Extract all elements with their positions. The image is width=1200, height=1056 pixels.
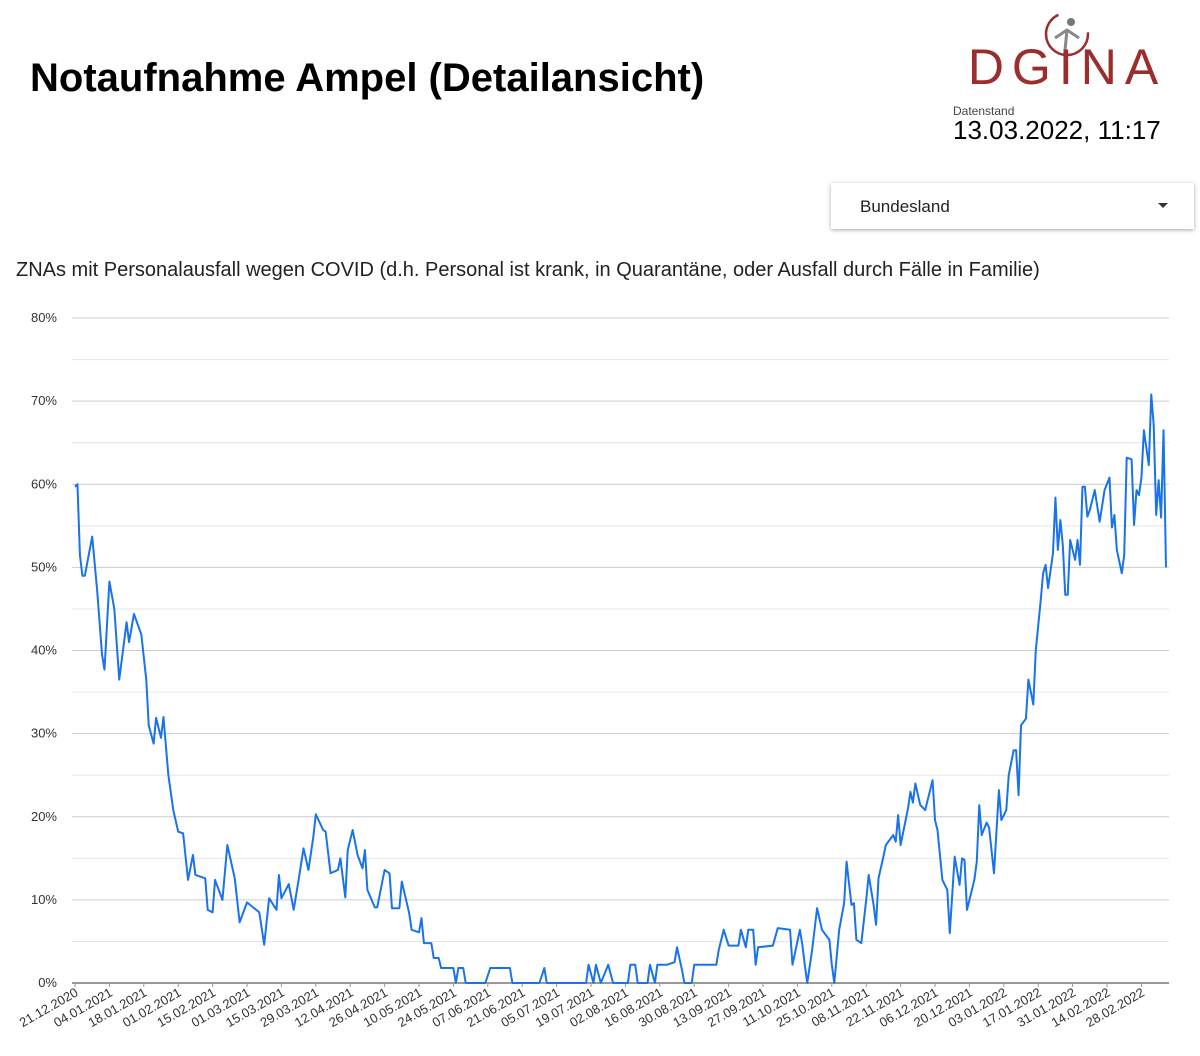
page-title: Notaufnahme Ampel (Detailansicht) xyxy=(30,56,705,100)
y-tick-label: 40% xyxy=(31,643,57,658)
logo-text: DGINA xyxy=(968,39,1166,95)
logo-figure xyxy=(1054,28,1080,51)
dropdown-arrow xyxy=(1158,203,1168,208)
chart: ZNAs mit Personalausfall wegen COVID (d.… xyxy=(16,259,1169,1030)
y-tick-label: 60% xyxy=(31,476,57,491)
logo-ring xyxy=(1044,11,1090,57)
logo: DGINA xyxy=(968,11,1166,95)
y-tick-label: 80% xyxy=(31,310,57,325)
logo-head xyxy=(1067,18,1075,26)
data-line xyxy=(74,393,1167,984)
y-tick-label: 0% xyxy=(38,975,57,990)
y-tick-label: 30% xyxy=(31,726,57,741)
stand-value: 13.03.2022, 11:17 xyxy=(953,115,1161,145)
filter-dropdown[interactable]: Bundesland xyxy=(831,183,1194,229)
filter-label: Bundesland xyxy=(860,197,950,216)
stand-label: Datenstand xyxy=(953,104,1015,118)
y-tick-label: 50% xyxy=(31,559,57,574)
chart-title: ZNAs mit Personalausfall wegen COVID (d.… xyxy=(16,259,1040,281)
y-tick-label: 20% xyxy=(31,809,57,824)
y-tick-label: 10% xyxy=(31,892,57,907)
y-tick-label: 70% xyxy=(31,393,57,408)
